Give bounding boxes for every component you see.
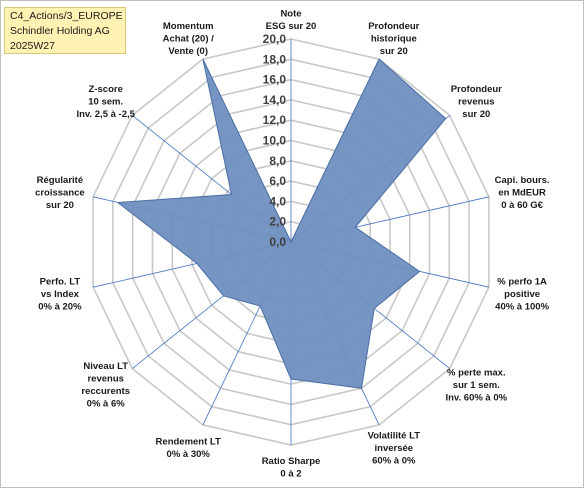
axis-label-8: Rendement LT 0% à 30% [156, 437, 221, 461]
axis-label-10: Perfo. LT vs Index 0% à 20% [38, 276, 82, 312]
axis-label-3-line-1: en MdEUR [498, 188, 546, 199]
axis-label-1-line-2: sur 20 [380, 46, 408, 57]
axis-label-9-line-3: 0% à 6% [87, 399, 126, 410]
axis-label-1-line-0: Profondeur [368, 21, 419, 32]
axis-label-5-line-0: % perte max. [447, 367, 506, 378]
axis-label-1-line-1: historique [371, 34, 417, 45]
axis-label-6: Volatilité LT inversée 60% à 0% [368, 430, 421, 466]
axis-label-13-line-1: Achat (20) / [163, 34, 215, 45]
tick-label-1: 2,0 [269, 215, 286, 229]
axis-label-9-line-1: revenus [87, 374, 123, 385]
tick-label-9: 18,0 [263, 52, 287, 66]
axis-label-7: Ratio Sharpe 0 à 2 [262, 456, 321, 480]
axis-label-0: Note ESG sur 20 [266, 8, 317, 32]
axis-label-2: Profondeur revenus sur 20 [451, 84, 502, 120]
tick-label-8: 16,0 [263, 73, 287, 87]
axis-label-0-line-0: Note [280, 8, 301, 19]
axis-label-3: Capi. bours. en MdEUR 0 à 60 G€ [495, 175, 550, 211]
axis-label-3-line-0: Capi. bours. [495, 175, 550, 186]
tick-label-0: 0,0 [269, 235, 286, 249]
axis-label-5-line-1: sur 1 sem. [453, 380, 500, 391]
axis-label-11-line-1: croissance [35, 188, 85, 199]
axis-label-12-line-1: 10 sem. [88, 97, 123, 108]
tick-label-3: 6,0 [269, 174, 286, 188]
tick-label-4: 8,0 [269, 154, 286, 168]
axis-label-6-line-1: inversée [375, 443, 414, 454]
axis-label-10-line-2: 0% à 20% [38, 301, 82, 312]
axis-label-2-line-1: revenus [458, 97, 494, 108]
axis-label-9-line-2: reccurents [81, 386, 130, 397]
axis-label-4-line-2: 40% à 100% [495, 301, 549, 312]
header-line-company: Schindler Holding AG [10, 25, 110, 37]
axis-label-4: % perfo 1A positive 40% à 100% [495, 276, 549, 312]
header-line-week: 2025W27 [10, 40, 55, 52]
axis-label-11-line-0: Régularité [37, 175, 83, 186]
axis-label-7-line-0: Ratio Sharpe [262, 456, 321, 467]
tick-label-10: 20,0 [263, 32, 287, 46]
axis-label-5-line-2: Inv. 60% à 0% [445, 392, 507, 403]
header-line-portfolio: C4_Actions/3_EUROPE [10, 10, 123, 22]
axis-label-11-line-2: sur 20 [46, 200, 74, 211]
axis-label-4-line-0: % perfo 1A [497, 276, 547, 287]
tick-label-2: 4,0 [269, 194, 286, 208]
tick-label-7: 14,0 [263, 93, 287, 107]
axis-label-11: Régularité croissance sur 20 [35, 175, 85, 211]
axis-label-3-line-2: 0 à 60 G€ [501, 200, 543, 211]
axis-label-0-line-1: ESG sur 20 [266, 21, 317, 32]
tick-label-6: 12,0 [263, 113, 287, 127]
axis-label-9-line-0: Niveau LT [83, 361, 128, 372]
axis-label-12: Z-score 10 sem. Inv. 2,5 à -2,5 [76, 84, 135, 120]
axis-label-2-line-0: Profondeur [451, 84, 502, 95]
axis-label-13-line-2: Vente (0) [168, 46, 208, 57]
chart-header-box: C4_Actions/3_EUROPE Schindler Holding AG… [4, 7, 126, 54]
axis-label-12-line-2: Inv. 2,5 à -2,5 [76, 109, 135, 120]
axis-label-13-line-0: Momentum [163, 21, 214, 32]
axis-label-6-line-0: Volatilité LT [368, 430, 421, 441]
axis-label-12-line-0: Z-score [89, 84, 123, 95]
axis-label-13: Momentum Achat (20) / Vente (0) [163, 21, 215, 57]
axis-label-2-line-2: sur 20 [462, 109, 490, 120]
axis-label-10-line-1: vs Index [41, 289, 80, 300]
axis-label-1: Profondeur historique sur 20 [368, 21, 419, 57]
axis-label-6-line-2: 60% à 0% [372, 455, 416, 466]
axis-label-9: Niveau LT revenus reccurents 0% à 6% [81, 361, 130, 410]
axis-label-10-line-0: Perfo. LT [40, 276, 81, 287]
axis-label-8-line-1: 0% à 30% [167, 449, 211, 460]
axis-label-5: % perte max. sur 1 sem. Inv. 60% à 0% [445, 367, 507, 403]
axis-label-7-line-1: 0 à 2 [280, 468, 301, 479]
tick-label-5: 10,0 [263, 134, 287, 148]
axis-label-4-line-1: positive [504, 289, 540, 300]
axis-label-8-line-0: Rendement LT [156, 437, 221, 448]
